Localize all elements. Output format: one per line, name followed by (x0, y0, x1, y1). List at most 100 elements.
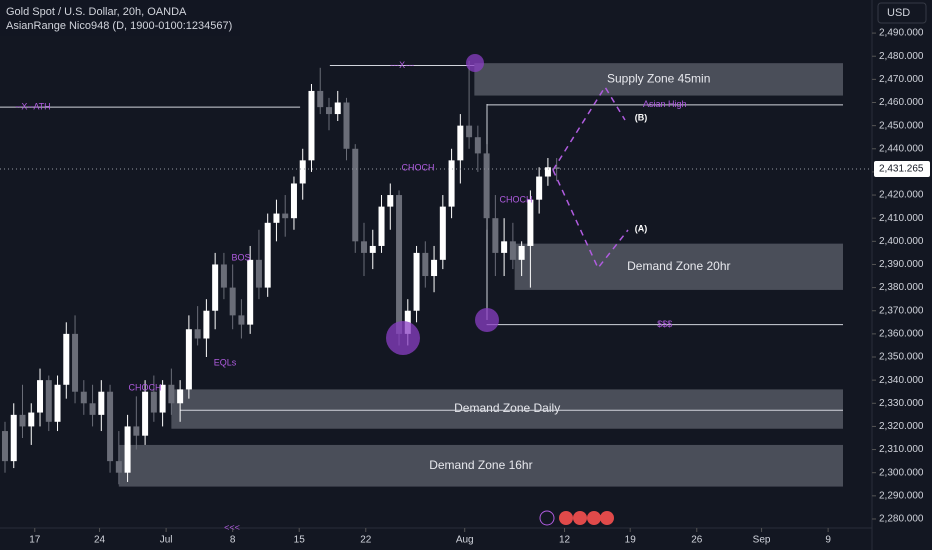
y-tick-label: 2,340.000 (879, 375, 924, 386)
candle-body (396, 195, 403, 334)
candle-body (361, 241, 368, 253)
level-label: ---X--- (390, 60, 414, 70)
y-tick-label: 2,310.000 (879, 444, 924, 455)
y-tick-label: 2,440.000 (879, 143, 924, 154)
annotation: (B) (635, 112, 648, 122)
y-tick-label: 2,410.000 (879, 213, 924, 224)
y-tick-label: 2,330.000 (879, 398, 924, 409)
zone (474, 63, 843, 96)
candle-body (229, 287, 236, 316)
annotation: EQLs (214, 357, 237, 367)
y-tick-label: 2,420.000 (879, 190, 924, 201)
y-tick-label: 2,480.000 (879, 51, 924, 62)
candle-body (107, 391, 114, 462)
icon (559, 511, 573, 525)
x-tick-label: 22 (360, 535, 372, 546)
y-tick-label: 2,360.000 (879, 329, 924, 340)
x-tick-label: 19 (625, 535, 637, 546)
y-tick-label: 2,390.000 (879, 259, 924, 270)
candle-body (115, 461, 122, 473)
candle-body (369, 245, 376, 253)
candle-body (509, 241, 516, 260)
candle-body (220, 264, 227, 288)
candle-body (544, 167, 551, 177)
candle-body (448, 160, 455, 207)
candle-body (431, 259, 438, 277)
candle-body (308, 90, 315, 161)
x-tick-label: 8 (230, 535, 236, 546)
candle-body (422, 252, 429, 277)
candle-body (89, 403, 96, 415)
x-tick-label: 24 (94, 535, 106, 546)
zone-label: Demand Zone 20hr (627, 259, 730, 273)
candles (1, 60, 560, 485)
candle-body (334, 102, 341, 115)
x-tick-label: Aug (456, 535, 474, 546)
zone (171, 389, 844, 429)
currency-box[interactable] (877, 2, 927, 24)
candle-body (194, 329, 201, 339)
candle-body (28, 412, 35, 427)
candle-body (72, 333, 79, 392)
candle-body (159, 384, 166, 413)
candle-body (185, 329, 192, 390)
candle-body (10, 414, 17, 462)
last-price-box (874, 160, 930, 177)
annotation: <<< (224, 522, 240, 532)
annotation: (A) (635, 223, 648, 233)
y-tick-label: 2,370.000 (879, 305, 924, 316)
last-price-label: 2,431.265 (879, 164, 924, 175)
zone-label: Supply Zone 45min (607, 72, 710, 86)
zone (514, 243, 843, 290)
currency[interactable]: USD (887, 7, 910, 19)
icon (573, 511, 587, 525)
y-tick-label: 2,470.000 (879, 74, 924, 85)
candle-body (54, 384, 61, 422)
y-tick-label: 2,300.000 (879, 467, 924, 478)
projection (552, 85, 626, 171)
candle-body (553, 167, 560, 169)
x-tick-label: 12 (559, 535, 571, 546)
candle-body (518, 245, 525, 260)
candle-body (290, 183, 297, 219)
candle-body (212, 264, 219, 311)
candle-body (413, 252, 420, 311)
candle-body (37, 380, 44, 413)
icon (600, 511, 614, 525)
candle-body (527, 199, 534, 246)
icon (587, 511, 601, 525)
y-tick-label: 2,490.000 (879, 28, 924, 39)
candle-body (63, 333, 70, 385)
highlight (475, 308, 499, 332)
y-tick-label: 2,350.000 (879, 352, 924, 363)
legend-bg (0, 0, 240, 36)
annotation: BOS (231, 252, 250, 262)
y-tick-label: 2,400.000 (879, 236, 924, 247)
level-label: Asian High (643, 99, 687, 109)
candle-body (45, 380, 52, 422)
zone-label: Demand Zone Daily (454, 401, 560, 415)
y-tick-label: 2,450.000 (879, 120, 924, 131)
candle-body (80, 391, 87, 404)
candle-body (466, 125, 473, 138)
candle-body (457, 125, 464, 161)
zone-label: Demand Zone 16hr (429, 458, 532, 472)
candle-body (299, 160, 306, 184)
candle-body (282, 213, 289, 219)
candle-body (536, 176, 543, 200)
annotation: CHOCH (129, 382, 162, 392)
levels: --X--ATH ---X--- Asian High $$$ (0, 60, 843, 411)
candle-body (19, 414, 26, 427)
y-tick-label: 2,320.000 (879, 421, 924, 432)
candle-body (124, 426, 131, 473)
candle-body (255, 259, 262, 288)
candle-body (238, 315, 245, 325)
projection (552, 169, 629, 270)
annotation: CHOCH (500, 194, 533, 204)
candle-body (474, 137, 481, 154)
x-tick-label: Sep (753, 535, 771, 546)
y-tick-label: 2,290.000 (879, 490, 924, 501)
zone (118, 444, 843, 487)
candle-body (142, 391, 149, 436)
